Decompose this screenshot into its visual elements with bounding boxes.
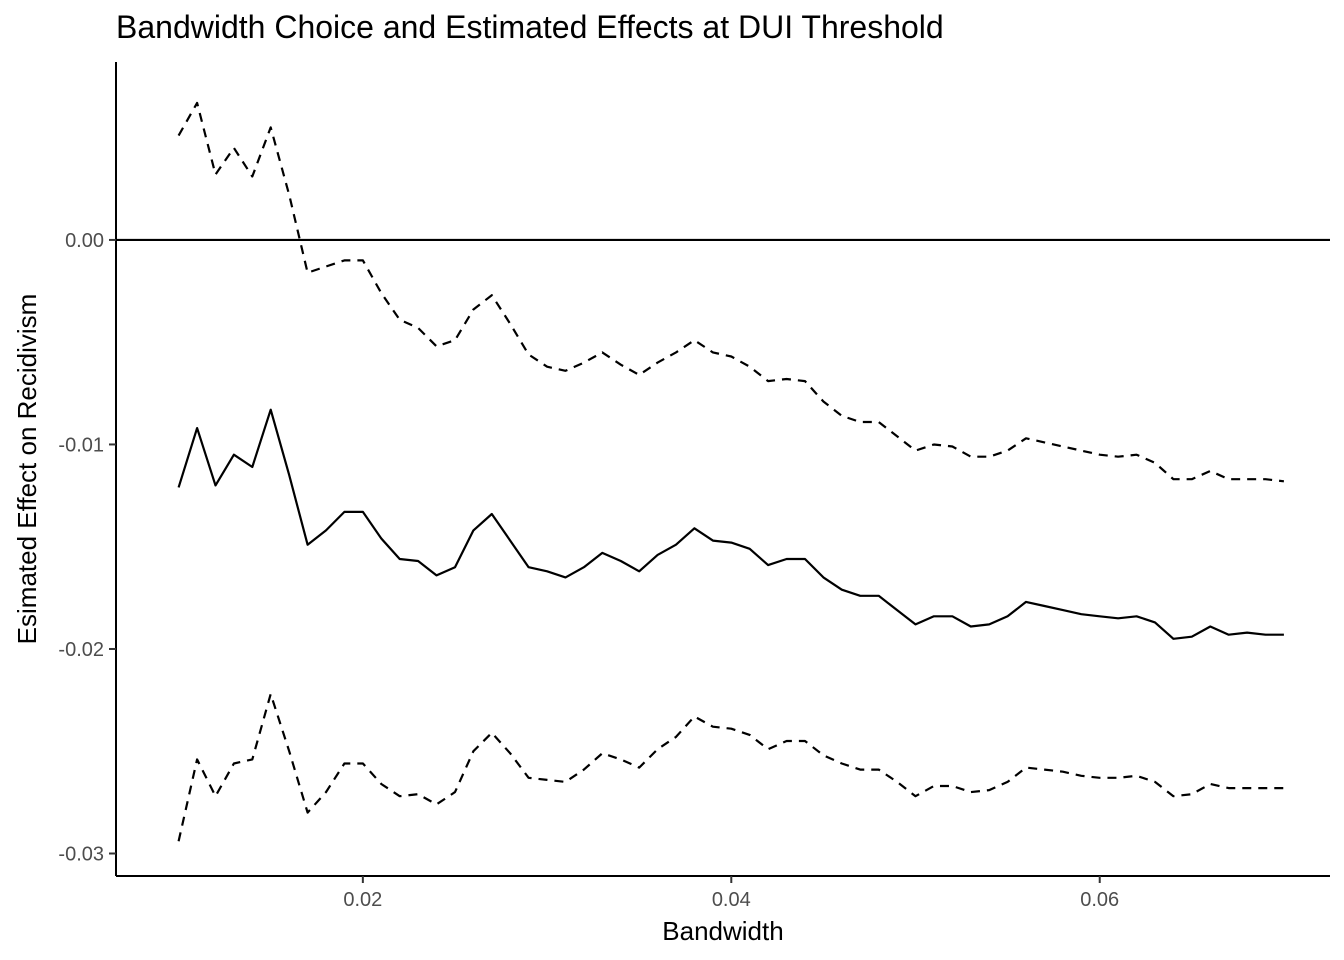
x-tick-label: 0.06 bbox=[1080, 889, 1119, 911]
y-axis-title: Esimated Effect on Recidivism bbox=[12, 294, 42, 645]
lower-ci-line bbox=[177, 692, 1284, 842]
y-tick-label: -0.02 bbox=[58, 639, 104, 661]
y-tick-label: -0.01 bbox=[58, 434, 104, 456]
chart-title: Bandwidth Choice and Estimated Effects a… bbox=[116, 9, 944, 45]
x-axis-title: Bandwidth bbox=[662, 916, 783, 946]
upper-ci-line bbox=[177, 101, 1285, 483]
axis-ticks: -0.03 -0.02 -0.01 0.00 0.02 0.04 0.06 bbox=[58, 230, 1119, 911]
x-tick-label: 0.04 bbox=[712, 889, 751, 911]
estimate-line bbox=[177, 408, 1284, 640]
x-tick-label: 0.02 bbox=[343, 889, 382, 911]
plot-area bbox=[116, 101, 1330, 842]
y-tick-label: -0.03 bbox=[58, 844, 104, 866]
y-tick-label: 0.00 bbox=[65, 230, 104, 252]
